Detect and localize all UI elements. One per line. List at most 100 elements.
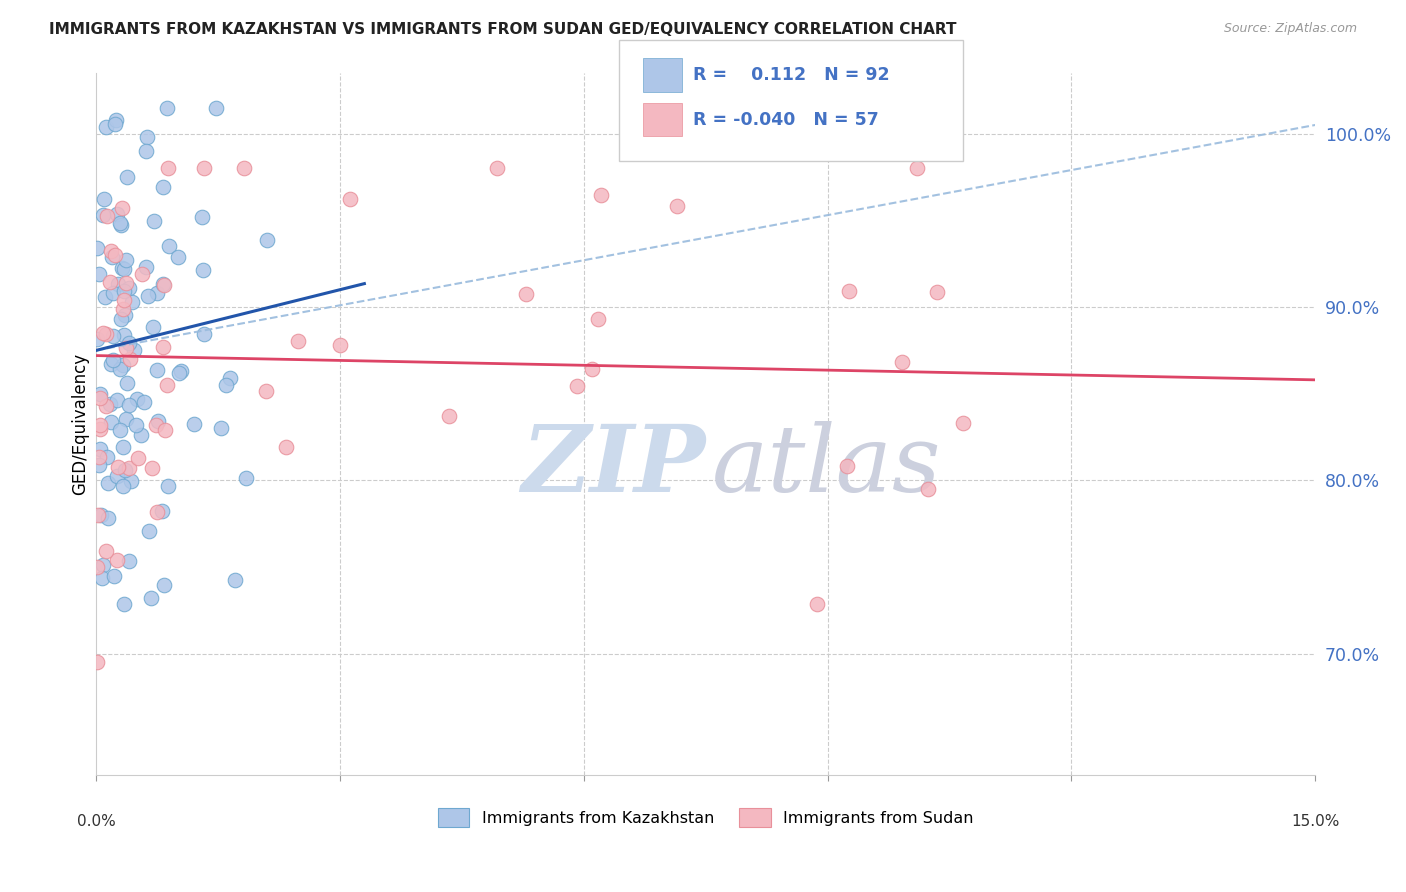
Point [103, 568, 125, 582]
Point [97, 475, 120, 490]
Point [136, 129, 159, 144]
Point [135, 145, 157, 159]
Point [118, 461, 141, 475]
Point [152, 277, 174, 291]
Point [485, 161, 508, 176]
Point [145, 286, 167, 301]
Point [104, 117, 127, 131]
Point [156, 101, 179, 115]
Text: Source: ZipAtlas.com: Source: ZipAtlas.com [1223, 22, 1357, 36]
Point [588, 312, 610, 326]
Point [121, 295, 143, 310]
Text: 15.0%: 15.0% [1291, 814, 1340, 829]
Point [112, 293, 135, 307]
Point [108, 423, 131, 437]
Point [107, 459, 129, 474]
Text: R =    0.112   N = 92: R = 0.112 N = 92 [693, 66, 890, 84]
Point [339, 192, 361, 206]
Point [87, 508, 110, 522]
Point [183, 417, 205, 431]
Point [146, 505, 169, 519]
Point [112, 440, 135, 454]
Point [131, 267, 153, 281]
Point [86, 241, 108, 255]
Point [96, 450, 118, 464]
Point [287, 334, 309, 349]
Point [112, 358, 135, 372]
Point [105, 392, 128, 407]
Point [142, 214, 165, 228]
Point [112, 597, 135, 611]
Point [118, 554, 141, 568]
Point [114, 308, 136, 322]
Point [437, 409, 460, 424]
Point [89, 442, 111, 456]
Point [129, 427, 152, 442]
Point [114, 463, 136, 477]
Point [156, 377, 179, 392]
Point [142, 319, 165, 334]
Point [86, 560, 108, 574]
Text: R = -0.040   N = 57: R = -0.040 N = 57 [693, 111, 879, 128]
Point [110, 312, 132, 326]
Point [891, 354, 914, 368]
Point [87, 458, 110, 473]
Point [141, 591, 163, 605]
Point [105, 553, 128, 567]
Point [91, 326, 114, 340]
Point [145, 363, 167, 377]
Point [156, 161, 179, 176]
Point [329, 337, 352, 351]
Text: 0.0%: 0.0% [77, 814, 115, 829]
Point [138, 524, 160, 538]
Point [927, 285, 949, 299]
Point [94, 544, 117, 558]
Point [905, 161, 928, 176]
Point [838, 285, 860, 299]
Point [115, 169, 138, 184]
Point [136, 288, 159, 302]
Point [166, 250, 188, 264]
Point [112, 328, 135, 343]
Point [86, 332, 108, 346]
Point [112, 301, 135, 316]
Text: IMMIGRANTS FROM KAZAKHSTAN VS IMMIGRANTS FROM SUDAN GED/EQUIVALENCY CORRELATION : IMMIGRANTS FROM KAZAKHSTAN VS IMMIGRANTS… [49, 22, 956, 37]
Point [115, 412, 138, 426]
Point [101, 329, 124, 343]
Point [153, 423, 176, 437]
Point [89, 450, 111, 464]
Point [565, 379, 588, 393]
Point [167, 366, 190, 380]
Point [105, 207, 128, 221]
Point [125, 417, 148, 432]
Point [191, 210, 214, 224]
Point [97, 511, 120, 525]
Point [153, 578, 176, 592]
Point [127, 392, 149, 406]
Legend: Immigrants from Kazakhstan, Immigrants from Sudan: Immigrants from Kazakhstan, Immigrants f… [432, 802, 980, 834]
Point [835, 458, 858, 473]
Point [104, 112, 127, 127]
Point [917, 482, 939, 496]
Point [127, 451, 149, 466]
Point [89, 418, 111, 433]
Point [101, 286, 124, 301]
Point [89, 392, 111, 406]
Point [122, 343, 145, 357]
Point [101, 250, 124, 264]
Point [100, 415, 122, 429]
Point [254, 384, 277, 398]
Point [274, 440, 297, 454]
Point [150, 504, 173, 518]
Point [141, 461, 163, 475]
Point [93, 192, 115, 206]
Point [120, 352, 142, 367]
Point [112, 285, 135, 299]
Point [132, 395, 155, 409]
Text: atlas: atlas [711, 421, 941, 511]
Point [235, 470, 257, 484]
Point [115, 252, 138, 267]
Point [110, 219, 132, 233]
Point [157, 479, 180, 493]
Point [256, 233, 278, 247]
